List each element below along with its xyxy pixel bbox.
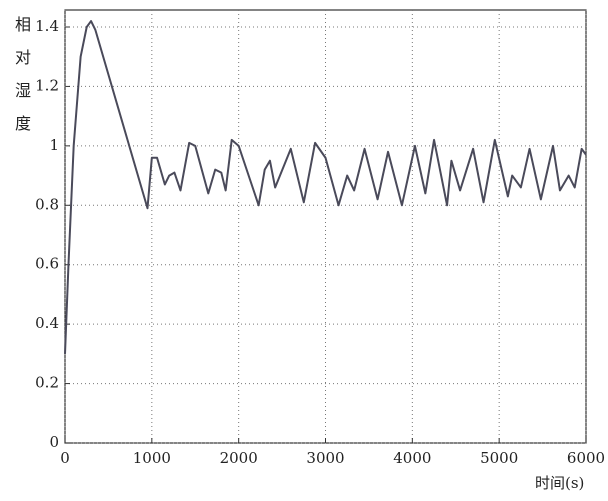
y-tick-label: 0.2 (35, 374, 59, 392)
y-tick-label: 0.8 (35, 195, 59, 213)
y-tick-label: 1 (49, 136, 59, 154)
y-tick-label: 0.6 (35, 255, 59, 273)
x-tick-label: 2000 (220, 449, 258, 467)
x-axis-label: 时间(s) (535, 474, 585, 492)
x-tick-label: 5000 (480, 449, 518, 467)
x-tick-label: 3000 (306, 449, 344, 467)
y-tick-label: 1.4 (35, 17, 59, 35)
x-tick-label: 0 (60, 449, 70, 467)
x-tick-label: 4000 (393, 449, 431, 467)
data-line (64, 20, 587, 354)
y-axis-label: 相对湿度 (12, 16, 31, 148)
x-tick-label: 6000 (567, 449, 605, 467)
x-tick-label: 1000 (133, 449, 171, 467)
y-tick-label: 0 (49, 433, 59, 451)
y-tick-label: 1.2 (35, 76, 59, 94)
y-tick-label: 0.4 (35, 314, 59, 332)
